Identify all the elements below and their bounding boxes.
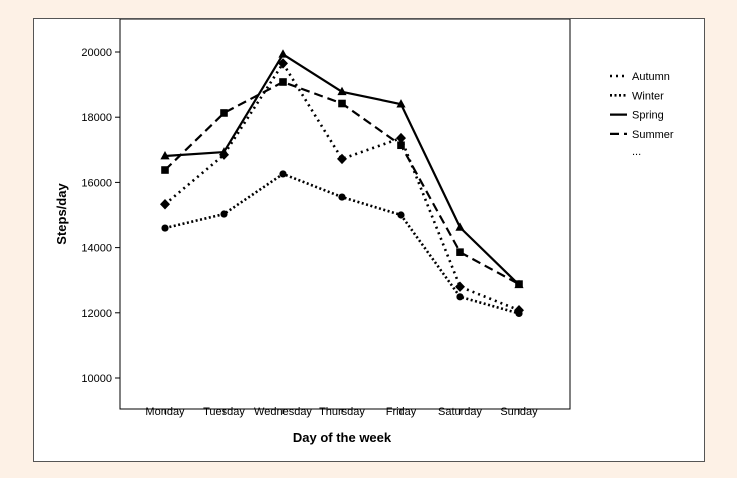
legend: Autumn Winter Spring Summer...: [610, 71, 674, 158]
legend-label: Autumn: [632, 71, 670, 83]
data-point: [220, 109, 228, 117]
data-point: [278, 58, 288, 69]
x-tick-label: Tuesday: [203, 406, 245, 418]
data-point: [456, 293, 464, 301]
y-tick-label: 20000: [81, 47, 112, 59]
data-point: [515, 280, 523, 288]
chart-frame: 10000 12000 14000 16000 18000 20000 Monday Tue…: [33, 18, 705, 462]
line-chart: 10000 12000 14000 16000 18000 20000 Monday Tue…: [54, 19, 674, 445]
series-line: [164, 80, 520, 286]
legend-more: ...: [632, 146, 641, 158]
data-point: [397, 141, 405, 150]
data-point: [161, 166, 169, 174]
data-point: [337, 153, 347, 165]
series-autumn: [160, 58, 524, 316]
x-tick-label: Saturday: [438, 406, 483, 418]
data-point: [455, 222, 465, 231]
data-point: [279, 170, 287, 178]
data-point: [456, 248, 464, 256]
legend-label: Summer: [632, 129, 674, 141]
y-tick-label: 14000: [81, 243, 112, 255]
y-tick-label: 18000: [81, 112, 112, 124]
data-point: [338, 193, 346, 201]
series-summer: [161, 78, 523, 288]
legend-label: Winter: [632, 90, 664, 102]
y-axis: 10000 12000 14000 16000 18000 20000: [81, 47, 120, 385]
data-point: [160, 150, 170, 160]
data-point: [219, 147, 229, 156]
series-winter: [161, 170, 523, 318]
series-spring: [160, 49, 524, 289]
data-point: [220, 210, 228, 218]
series-layer: [160, 49, 524, 318]
data-point: [455, 281, 465, 292]
data-point: [160, 199, 170, 210]
y-axis-title: Steps/day: [54, 183, 69, 245]
data-point: [338, 99, 346, 108]
legend-label: Spring: [632, 110, 664, 122]
y-tick-label: 16000: [81, 177, 112, 189]
y-tick-label: 10000: [81, 373, 112, 385]
x-tick-label: Friday: [386, 406, 417, 418]
data-point: [161, 224, 169, 232]
x-axis: Monday Tuesday Wednesday Thursday Friday Satu…: [145, 406, 538, 418]
data-point: [396, 132, 406, 144]
data-point: [515, 309, 523, 318]
x-axis-title: Day of the week: [293, 430, 392, 445]
data-point: [278, 49, 288, 58]
data-point: [396, 99, 406, 108]
y-tick-label: 12000: [81, 308, 112, 320]
data-point: [279, 78, 287, 86]
x-tick-label: Sunday: [500, 406, 538, 418]
data-point: [337, 86, 347, 96]
x-tick-label: Monday: [145, 406, 185, 418]
plot-area: [119, 19, 571, 410]
data-point: [397, 211, 405, 219]
x-tick-label: Thursday: [319, 406, 365, 418]
x-tick-label: Wednesday: [254, 406, 312, 418]
